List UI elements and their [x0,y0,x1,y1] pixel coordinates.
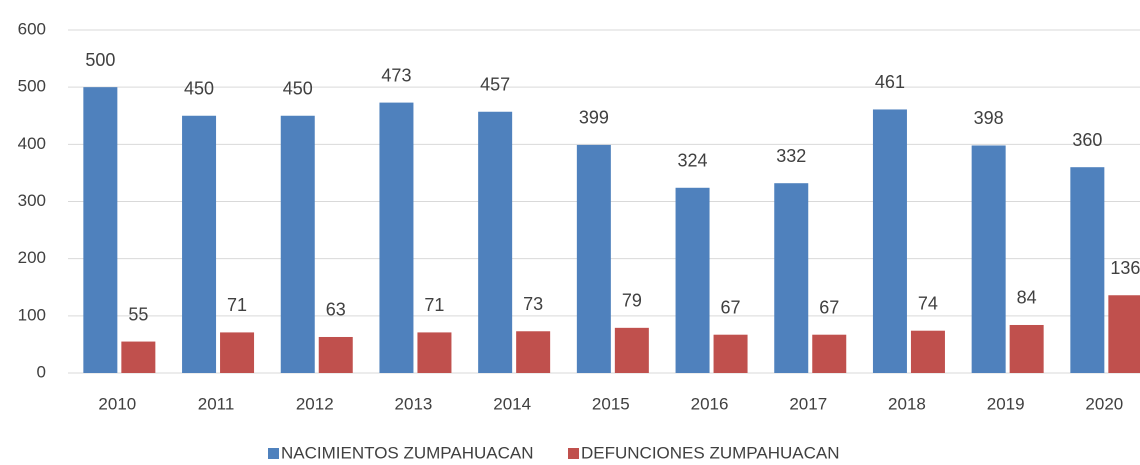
bar [121,341,156,373]
value-label: 457 [480,74,510,94]
y-tick-label: 400 [18,134,46,153]
bar [318,336,353,373]
value-label: 74 [918,293,938,313]
y-tick-label: 200 [18,248,46,267]
legend-swatch [568,448,579,459]
y-tick-label: 100 [18,305,46,324]
bar [576,144,611,373]
bar [1009,324,1044,373]
bar [417,332,452,373]
x-tick-label: 2010 [98,394,136,413]
value-label: 399 [579,108,609,128]
bar [83,87,118,374]
x-tick-label: 2017 [789,394,827,413]
value-label: 71 [227,295,247,315]
y-tick-label: 600 [18,19,46,38]
x-tick-label: 2016 [691,394,729,413]
x-tick-label: 2011 [198,394,235,413]
y-tick-label: 300 [18,191,46,210]
bar [220,332,255,373]
legend-swatch [268,448,279,459]
bar [774,183,809,373]
x-tick-label: 2018 [888,394,926,413]
value-label: 500 [85,50,115,70]
value-label: 473 [381,65,411,85]
bar [1108,295,1140,373]
value-label: 461 [875,72,905,92]
x-tick-label: 2014 [493,394,531,413]
bar [478,111,513,373]
bar [910,330,945,373]
x-tick-label: 2012 [296,394,334,413]
bar [280,115,315,373]
value-label: 360 [1072,130,1102,150]
y-tick-label: 0 [37,362,46,381]
y-tick-label: 500 [18,77,46,96]
bar [1070,167,1105,373]
value-label: 84 [1017,288,1037,308]
bar [516,331,551,373]
legend-label: DEFUNCIONES ZUMPAHUACAN [581,443,839,462]
bar [182,115,217,373]
bar [872,109,907,373]
value-label: 79 [622,291,642,311]
bar [379,102,414,373]
legend-label: NACIMIENTOS ZUMPAHUACAN [281,443,534,462]
value-label: 55 [128,304,148,324]
x-tick-label: 2013 [395,394,433,413]
bar [713,334,748,373]
value-label: 67 [721,297,741,317]
value-label: 450 [184,79,214,99]
bar [812,334,847,373]
bar [614,327,649,373]
value-label: 332 [776,146,806,166]
value-label: 73 [523,294,543,314]
value-label: 324 [678,151,708,171]
value-label: 450 [283,79,313,99]
bar [675,187,710,373]
bar [971,145,1006,373]
value-label: 136 [1110,258,1140,278]
x-tick-label: 2015 [592,394,630,413]
x-tick-label: 2020 [1085,394,1123,413]
value-label: 398 [974,108,1004,128]
x-tick-label: 2019 [987,394,1025,413]
value-label: 71 [424,295,444,315]
value-label: 63 [326,300,346,320]
value-label: 67 [819,297,839,317]
